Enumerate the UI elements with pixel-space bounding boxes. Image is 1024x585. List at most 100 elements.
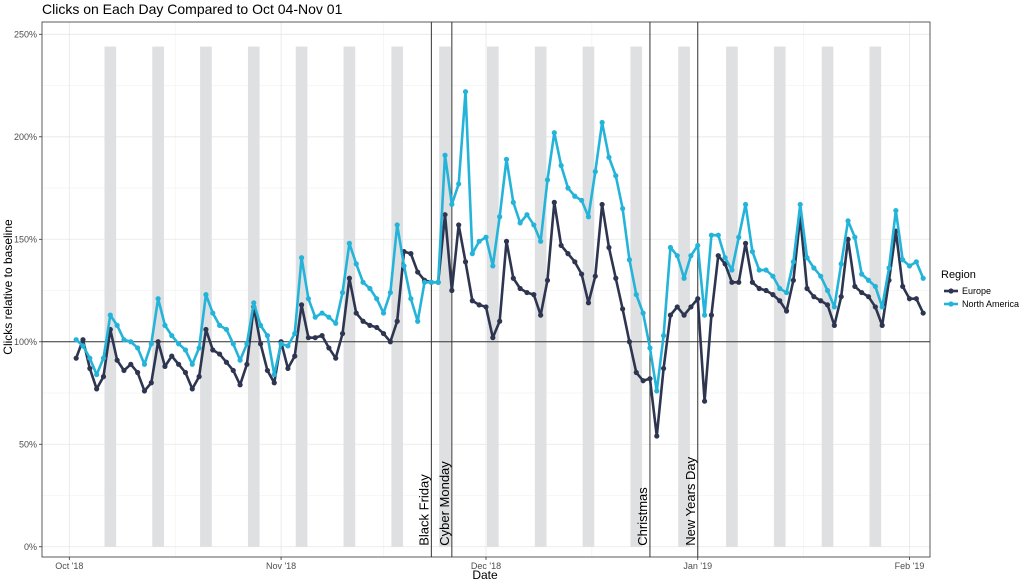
data-point [756, 285, 762, 292]
data-point [503, 238, 510, 244]
legend-item: Europe [944, 286, 991, 296]
data-point [223, 359, 230, 365]
data-point [879, 322, 885, 328]
data-point [346, 240, 352, 246]
data-point [599, 201, 605, 208]
event-markers: Black Friday Cyber Monday Christmas New Yea… [416, 22, 699, 557]
data-point [415, 269, 421, 275]
data-point [257, 322, 264, 328]
data-point [742, 201, 749, 208]
axes: 0% 50% 100% 150% 200% 250% Oct '18 Nov '18 Dec '… [14, 29, 930, 571]
weekend-bands [104, 46, 882, 547]
data-point [380, 330, 387, 337]
data-point [592, 169, 598, 175]
data-point [920, 310, 926, 316]
data-point [838, 261, 844, 267]
data-point [469, 251, 475, 257]
data-point [681, 312, 687, 318]
data-point [517, 220, 523, 226]
weekend-band [773, 46, 786, 547]
data-point [688, 253, 694, 259]
legend-label: North America [962, 299, 1019, 309]
data-point [155, 296, 161, 302]
x-axis-title: Date [472, 568, 498, 582]
data-point [285, 365, 291, 372]
data-point [613, 275, 619, 281]
event-label: Black Friday [416, 474, 431, 546]
data-point [633, 292, 639, 298]
data-point [708, 232, 715, 238]
data-point [285, 343, 291, 349]
y-tick-label: 100% [14, 337, 37, 347]
data-point [804, 285, 810, 292]
y-tick-label: 50% [19, 439, 37, 449]
data-point [476, 238, 482, 244]
data-point [346, 275, 352, 281]
data-point [626, 339, 633, 345]
data-point [73, 337, 79, 343]
series-north-america [73, 89, 926, 394]
data-point [87, 355, 93, 361]
data-point [722, 255, 728, 261]
data-point [770, 273, 776, 279]
data-point [783, 308, 790, 314]
data-point [100, 374, 107, 380]
data-point [790, 277, 796, 283]
data-point [640, 310, 646, 316]
y-axis-title: Clicks relative to baseline [1, 219, 15, 355]
data-point [551, 199, 557, 205]
weekend-band [821, 46, 834, 547]
data-point [749, 279, 756, 285]
data-point [872, 304, 878, 310]
data-point [203, 292, 209, 298]
data-point [230, 341, 236, 347]
data-point [592, 273, 598, 279]
data-point [107, 312, 113, 318]
data-point [606, 154, 612, 160]
weekend-band [247, 46, 260, 547]
data-point [353, 261, 359, 267]
data-point [135, 345, 141, 351]
data-point [141, 361, 148, 367]
data-point [811, 265, 817, 271]
x-tick-label: Dec '18 [471, 561, 501, 571]
data-point [196, 345, 202, 351]
data-point [155, 339, 161, 345]
data-point [831, 322, 837, 328]
data-point [367, 285, 373, 292]
data-point [777, 298, 783, 304]
legend-item: North America [944, 299, 1019, 309]
data-point [503, 156, 510, 162]
data-point [852, 283, 858, 290]
data-point [162, 322, 168, 328]
data-point [859, 289, 865, 296]
data-point [585, 214, 592, 220]
data-point [544, 277, 551, 283]
data-point [148, 380, 154, 386]
data-point [312, 335, 318, 341]
data-point [114, 357, 120, 363]
data-point [818, 273, 824, 279]
data-point [763, 287, 769, 294]
data-point [244, 361, 250, 367]
data-point [708, 312, 715, 318]
data-point [661, 365, 667, 372]
data-point [661, 333, 667, 339]
data-point [517, 285, 523, 292]
data-point [230, 367, 236, 374]
data-point [435, 279, 441, 285]
data-point [319, 333, 325, 339]
data-point [94, 386, 100, 392]
data-point [729, 279, 735, 285]
data-point [900, 283, 906, 290]
data-point [264, 367, 271, 374]
data-point [845, 236, 851, 242]
x-tick-label: Feb '19 [895, 561, 925, 571]
data-point [804, 255, 810, 261]
data-point [510, 275, 516, 281]
data-point [80, 337, 86, 343]
data-point [210, 347, 216, 353]
data-point [688, 304, 694, 310]
data-point [462, 89, 469, 95]
